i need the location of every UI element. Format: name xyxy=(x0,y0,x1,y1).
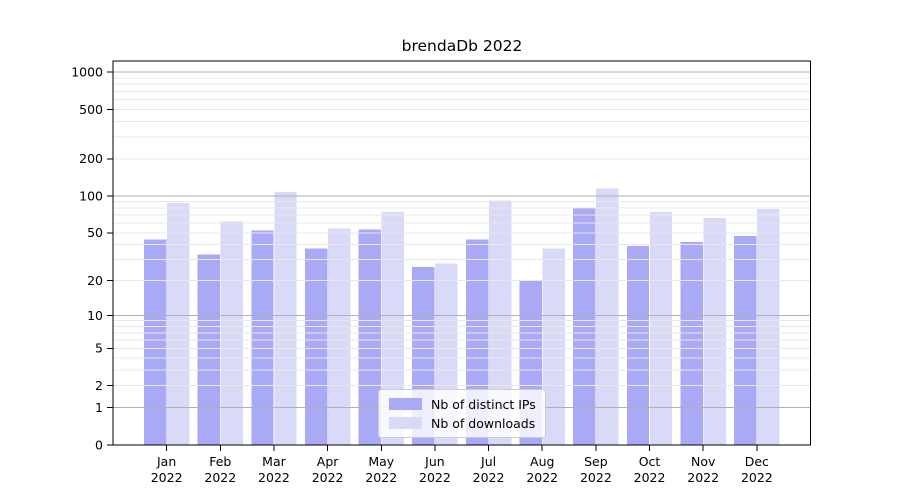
y-tick-label-5: 5 xyxy=(95,341,103,356)
x-tick-label-feb: Feb xyxy=(209,454,231,469)
y-tick-label-50: 50 xyxy=(87,225,103,240)
x-tick-label-aug: Aug xyxy=(530,454,554,469)
bar-distinct-ips-jan xyxy=(143,239,167,445)
y-tick-label-0: 0 xyxy=(95,437,103,452)
y-tick-label-1: 1 xyxy=(95,400,103,415)
bar-distinct-ips-apr xyxy=(304,248,328,445)
x-tick-year-jun: 2022 xyxy=(419,470,451,485)
bar-downloads-nov xyxy=(703,218,726,445)
x-tick-year-oct: 2022 xyxy=(634,470,666,485)
x-tick-label-apr: Apr xyxy=(317,454,339,469)
x-tick-year-jul: 2022 xyxy=(473,470,505,485)
bar-downloads-jul xyxy=(488,200,512,445)
x-tick-label-may: May xyxy=(368,454,394,469)
x-tick-label-sep: Sep xyxy=(584,454,608,469)
bar-distinct-ips-feb xyxy=(197,254,221,445)
x-tick-label-jul: Jul xyxy=(480,454,496,469)
y-tick-label-1000: 1000 xyxy=(71,65,103,80)
bar-distinct-ips-dec xyxy=(734,236,757,445)
legend-label-distinct-ips: Nb of distinct IPs xyxy=(431,396,536,412)
y-tick-label-500: 500 xyxy=(79,102,103,117)
legend-item-distinct-ips: Nb of distinct IPs xyxy=(389,396,536,412)
x-tick-year-mar: 2022 xyxy=(258,470,290,485)
bar-downloads-apr xyxy=(327,228,351,445)
x-tick-year-nov: 2022 xyxy=(687,470,719,485)
y-tick-label-200: 200 xyxy=(79,151,103,166)
x-tick-label-jan: Jan xyxy=(156,454,176,469)
legend-swatch-downloads xyxy=(389,417,422,429)
legend-label-downloads: Nb of downloads xyxy=(431,415,536,431)
x-tick-year-apr: 2022 xyxy=(312,470,344,485)
y-tick-label-10: 10 xyxy=(87,308,103,323)
x-tick-year-aug: 2022 xyxy=(526,470,558,485)
legend-swatch-distinct-ips xyxy=(389,398,422,410)
bar-distinct-ips-nov xyxy=(680,242,703,445)
x-tick-year-dec: 2022 xyxy=(741,470,773,485)
bar-downloads-oct xyxy=(649,212,673,445)
legend-item-downloads: Nb of downloads xyxy=(389,415,536,431)
x-tick-label-nov: Nov xyxy=(691,454,716,469)
chart-title: brendaDb 2022 xyxy=(401,37,523,55)
y-tick-label-20: 20 xyxy=(87,273,103,288)
x-tick-label-dec: Dec xyxy=(745,454,769,469)
bar-downloads-jan xyxy=(166,202,190,445)
bar-downloads-mar xyxy=(274,191,297,445)
bar-distinct-ips-mar xyxy=(251,230,274,445)
x-tick-label-mar: Mar xyxy=(262,454,286,469)
y-tick-label-2: 2 xyxy=(95,378,103,393)
x-tick-label-jun: Jun xyxy=(424,454,445,469)
y-tick-label-100: 100 xyxy=(79,188,103,203)
x-tick-year-feb: 2022 xyxy=(204,470,236,485)
x-tick-label-oct: Oct xyxy=(639,454,661,469)
bar-downloads-sep xyxy=(596,188,619,446)
bar-distinct-ips-may xyxy=(358,229,381,445)
x-tick-year-jan: 2022 xyxy=(151,470,183,485)
bar-downloads-may xyxy=(381,212,404,445)
bar-distinct-ips-oct xyxy=(626,245,650,445)
legend: Nb of distinct IPs Nb of downloads xyxy=(378,389,546,438)
x-tick-year-may: 2022 xyxy=(365,470,397,485)
x-tick-year-sep: 2022 xyxy=(580,470,612,485)
bar-downloads-aug xyxy=(542,248,565,445)
plot-border xyxy=(112,60,812,446)
